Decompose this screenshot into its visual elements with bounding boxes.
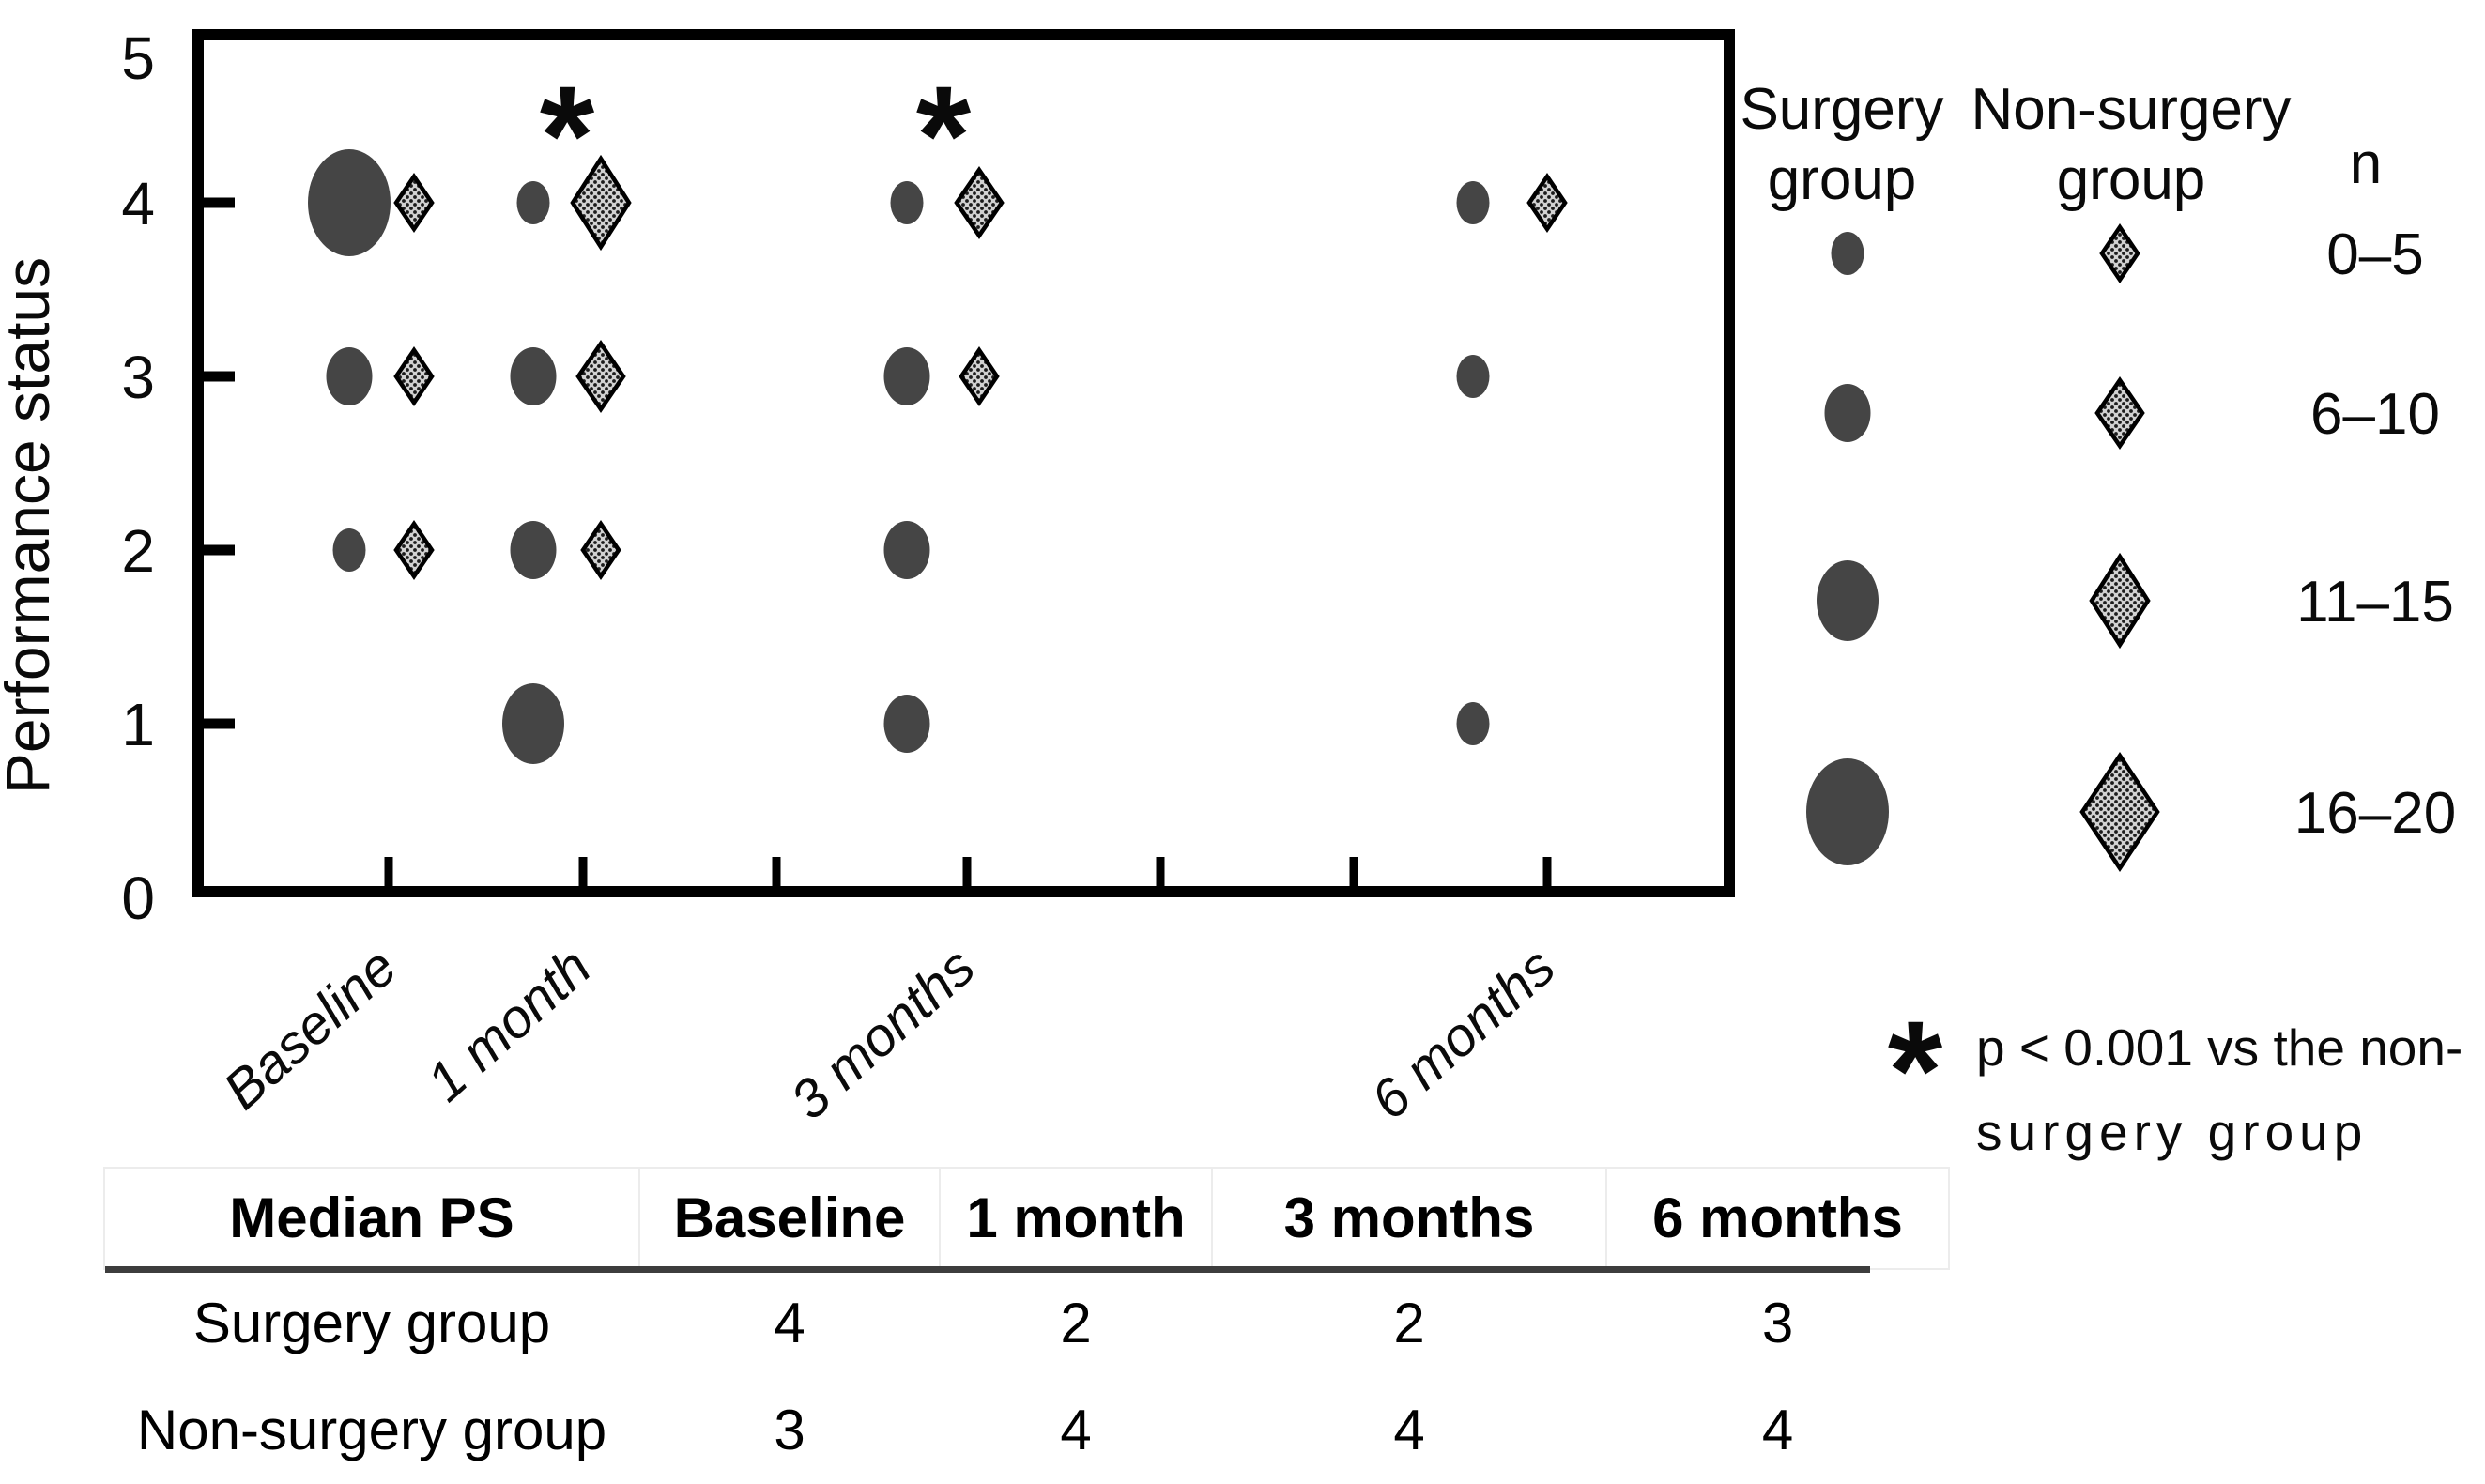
legend-n-range-label: 6–10: [2310, 382, 2440, 447]
y-axis-title: Performance status: [0, 257, 62, 794]
footnote-text-line1: p < 0.001 vs the non-: [1976, 1018, 2462, 1077]
surgery-bubble: [510, 347, 557, 405]
surgery-bubble: [1456, 181, 1490, 224]
legend-diamond-0–5: [2099, 222, 2140, 284]
nonsurgery-baseline-value: 3: [639, 1377, 940, 1484]
nonsurgery-bubble: [580, 519, 621, 581]
table-row-surgery: Surgery group 4 2 2 3: [104, 1269, 1949, 1377]
legend-circle-16–20: [1806, 758, 1889, 865]
table-header-3-months: 3 months: [1211, 1167, 1607, 1270]
nonsurgery-6-months-value: 4: [1606, 1377, 1949, 1484]
median-ps-table: Median PS Baseline 1 month 3 months 6 mo…: [103, 1167, 1950, 1484]
surgery-bubble: [326, 347, 373, 405]
surgery-6-months-value: 3: [1606, 1269, 1949, 1377]
row-label-nonsurgery: Non-surgery group: [104, 1377, 639, 1484]
surgery-bubble: [1456, 702, 1490, 745]
y-tick-label: 1: [121, 691, 155, 758]
table-header-6-months: 6 months: [1605, 1167, 1950, 1270]
surgery-3-months-value: 2: [1212, 1269, 1606, 1377]
surgery-bubble: [890, 181, 924, 224]
legend-n-range-label: 0–5: [2326, 222, 2423, 287]
surgery-bubble: [1456, 355, 1490, 398]
y-tick-label: 3: [121, 344, 155, 411]
surgery-bubble: [502, 683, 564, 764]
y-tick-label: 5: [121, 24, 155, 92]
surgery-baseline-value: 4: [639, 1269, 940, 1377]
surgery-bubble: [883, 347, 930, 405]
table-header-rule: [105, 1266, 1870, 1273]
table-header-median-ps: Median PS: [103, 1167, 640, 1270]
legend-diamond-6–10: [2094, 376, 2145, 450]
nonsurgery-bubble: [570, 154, 632, 252]
nonsurgery-bubble: [393, 519, 435, 581]
legend-surgery-header-line2: group: [1768, 147, 1917, 212]
y-tick-label: 4: [121, 170, 155, 237]
x-category-label: 1 month: [415, 936, 602, 1113]
surgery-bubble: [516, 181, 550, 224]
row-label-surgery: Surgery group: [104, 1269, 639, 1377]
nonsurgery-bubble: [959, 345, 1000, 407]
legend-circle-0–5: [1831, 232, 1864, 275]
nonsurgery-bubble: [954, 166, 1005, 239]
nonsurgery-bubble: [393, 172, 435, 234]
legend-nonsurgery-header-line1: Non-surgery: [1971, 77, 2291, 142]
table-row-nonsurgery: Non-surgery group 3 4 4 4: [104, 1377, 1949, 1484]
table-header-1-month: 1 month: [939, 1167, 1213, 1270]
ps-bubble-chart: Performance status 0 1 2 3 4 5 Baseline 1 mont…: [0, 24, 2462, 1161]
footnote-text-line2: surgery group: [1976, 1103, 2368, 1161]
table-header-row: Median PS Baseline 1 month 3 months 6 mo…: [103, 1167, 1950, 1270]
x-category-label: 6 months: [1359, 936, 1567, 1131]
legend-surgery-header-line1: Surgery: [1740, 77, 1943, 142]
y-tick-label: 2: [121, 517, 155, 585]
legend-n-header: n: [2350, 131, 2382, 196]
footnote-asterisk-icon: *: [1888, 991, 1943, 1149]
surgery-1-month-value: 2: [940, 1269, 1212, 1377]
legend-n-range-label: 11–15: [2296, 570, 2454, 635]
table-header-baseline: Baseline: [638, 1167, 941, 1270]
legend-diamond-16–20: [2079, 751, 2160, 873]
surgery-bubble: [308, 149, 391, 256]
surgery-bubble: [332, 528, 366, 572]
x-category-label: 3 months: [779, 936, 987, 1131]
legend-circle-6–10: [1824, 384, 1871, 442]
legend-nonsurgery-header-line2: group: [2057, 147, 2206, 212]
legend-diamond-11–15: [2089, 552, 2151, 650]
surgery-bubble: [883, 695, 930, 753]
legend-n-range-label: 16–20: [2294, 781, 2456, 846]
nonsurgery-bubble: [393, 345, 435, 407]
legend-circle-11–15: [1817, 560, 1879, 641]
significance-asterisk-icon: *: [540, 56, 595, 214]
nonsurgery-bubble: [1526, 172, 1568, 234]
y-tick-label: 0: [121, 864, 155, 932]
nonsurgery-1-month-value: 4: [940, 1377, 1212, 1484]
surgery-bubble: [510, 521, 557, 579]
surgery-bubble: [883, 521, 930, 579]
nonsurgery-3-months-value: 4: [1212, 1377, 1606, 1484]
nonsurgery-bubble: [575, 340, 626, 413]
x-category-label: Baseline: [212, 936, 408, 1121]
significance-asterisk-icon: *: [916, 56, 972, 214]
